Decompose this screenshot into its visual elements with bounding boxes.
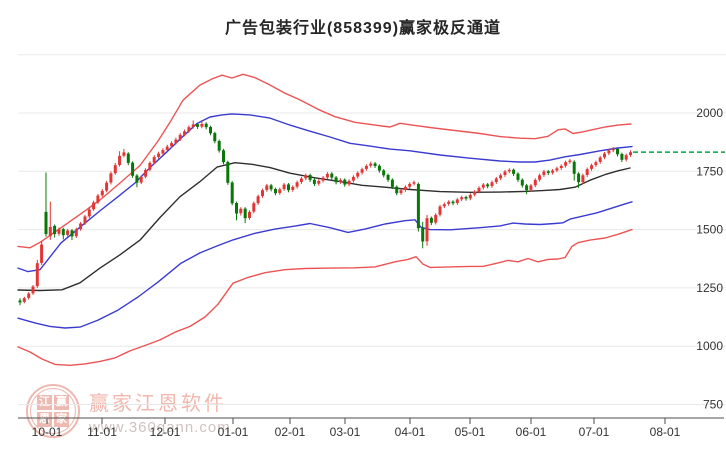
winner-gann-seal-logo: 江 赢 恩 家: [26, 384, 80, 438]
x-tick-label: 06-01: [516, 425, 547, 439]
middle-black-channel-line: [17, 161, 631, 292]
watermark-url: www.360gann.com: [89, 419, 231, 436]
x-axis: [18, 417, 724, 424]
y-tick-label: 1750: [696, 164, 723, 178]
y-tick-label: 1000: [696, 339, 723, 353]
lower-red-channel-line: [17, 228, 633, 366]
seal-char: 赢: [54, 395, 69, 410]
seal-char: 江: [37, 395, 52, 410]
lower-blue-channel-line: [17, 201, 633, 329]
y-tick-label: 750: [703, 398, 723, 412]
upper-red-channel-line: [17, 73, 632, 249]
x-tick-label: 07-01: [579, 425, 610, 439]
candles: [18, 120, 632, 306]
x-tick-label: 05-01: [455, 425, 486, 439]
y-tick-label: 2000: [696, 106, 723, 120]
chart-title: 广告包装行业(858399)赢家极反通道: [224, 20, 502, 37]
x-tick-label: 11-01: [87, 425, 117, 439]
x-tick-label: 01-01: [218, 425, 249, 439]
x-tick-label: 03-01: [330, 425, 361, 439]
upper-blue-channel-line: [17, 113, 633, 273]
x-tick-label: 08-01: [650, 425, 681, 439]
x-tick-label: 12-01: [150, 425, 181, 439]
seal-char: 恩: [37, 412, 52, 427]
x-tick-label: 04-01: [395, 425, 426, 439]
watermark: 江 赢 恩 家 赢家江恩软件 www.360gann.com: [26, 384, 231, 438]
seal-characters: 江 赢 恩 家: [30, 388, 76, 434]
y-tick-label: 1250: [696, 281, 723, 295]
y-axis-labels: 2000 1750 1500 1250 1000 750: [696, 106, 723, 412]
gridlines: [18, 54, 726, 405]
seal-char: 家: [54, 412, 69, 427]
x-tick-label: 10-01: [32, 425, 63, 439]
x-tick-label: 02-01: [275, 425, 306, 439]
y-tick-label: 1500: [696, 223, 723, 237]
x-axis-labels: 10-01 11-01 12-01 01-01 02-01 03-01 04-01 05-01…: [32, 425, 681, 439]
